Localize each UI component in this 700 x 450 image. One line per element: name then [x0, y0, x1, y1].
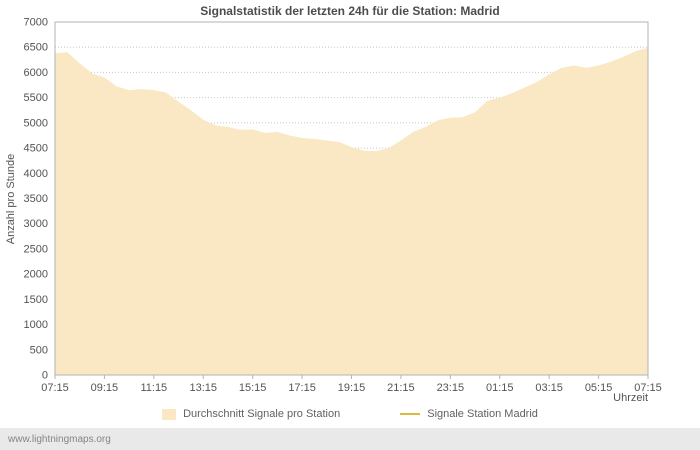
legend-label-durchschnitt: Durchschnitt Signale pro Station — [183, 408, 341, 420]
y-tick-label: 1500 — [24, 294, 48, 306]
y-tick-label: 2000 — [24, 269, 48, 281]
y-tick-label: 6000 — [24, 67, 48, 79]
y-tick-label: 4000 — [24, 168, 48, 180]
x-tick-label: 03:15 — [535, 382, 563, 394]
legend-swatch-line — [400, 413, 421, 415]
x-tick-label: 11:15 — [140, 382, 167, 394]
y-tick-label: 1000 — [24, 319, 48, 331]
x-tick-label: 07:15 — [634, 382, 662, 394]
y-tick-label: 4500 — [24, 143, 48, 155]
x-tick-label: 21:15 — [387, 382, 415, 394]
y-tick-label: 0 — [42, 370, 48, 382]
legend-item-durchschnitt: Durchschnitt Signale pro Station — [162, 408, 340, 420]
x-tick-label: 05:15 — [585, 382, 613, 394]
y-tick-label: 6500 — [24, 42, 48, 54]
x-tick-label: 17:15 — [288, 382, 316, 394]
legend-swatch-area — [162, 408, 177, 420]
legend: Durchschnitt Signale pro Station Signale… — [0, 408, 700, 420]
x-tick-label: 09:15 — [91, 382, 119, 394]
x-tick-label: 13:15 — [189, 382, 217, 394]
footer-bar: www.lightningmaps.org — [0, 428, 700, 450]
x-tick-label: 01:15 — [486, 382, 514, 394]
footer-link[interactable]: www.lightningmaps.org — [8, 433, 111, 445]
y-tick-label: 2500 — [24, 243, 48, 255]
plot-area: 0 500 1000 1500 2000 2500 3000 3500 4000 4500 5000… — [24, 17, 662, 395]
x-tick-label: 19:15 — [338, 382, 366, 394]
y-tick-label: 5500 — [24, 92, 48, 104]
legend-label-madrid: Signale Station Madrid — [427, 408, 538, 420]
y-tick-label: 3000 — [24, 218, 48, 230]
y-tick-label: 7000 — [24, 17, 48, 29]
x-tick-label: 15:15 — [239, 382, 267, 394]
y-tick-label: 500 — [30, 344, 48, 356]
legend-item-madrid: Signale Station Madrid — [400, 408, 538, 420]
y-tick-label: 3500 — [24, 193, 48, 205]
chart-title: Signalstatistik der letzten 24h für die … — [200, 4, 500, 18]
x-axis-title: Uhrzeit — [613, 392, 648, 404]
y-tick-label: 5000 — [24, 117, 48, 129]
area-series-durchschnitt — [55, 47, 648, 375]
x-tick-label: 07:15 — [41, 382, 69, 394]
x-tick-label: 23:15 — [437, 382, 465, 394]
